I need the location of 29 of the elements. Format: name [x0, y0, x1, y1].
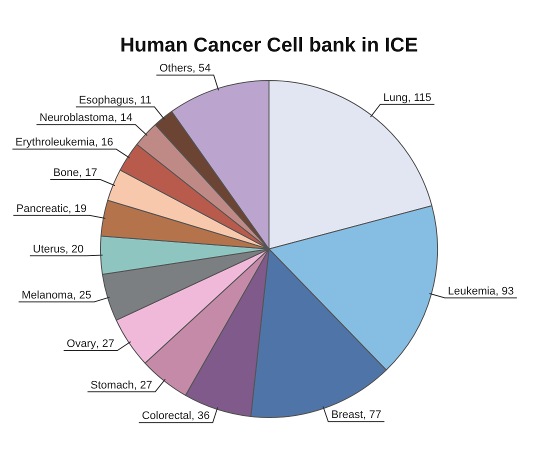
data-label: , 93: [496, 285, 514, 298]
slice-label: Ovary: [66, 338, 97, 350]
data-label: , 27: [134, 379, 152, 392]
slice-label: Erythroleukemia: [15, 136, 96, 149]
slice-label: Neuroblastoma: [39, 112, 115, 124]
slice-label: Pancreatic: [16, 202, 69, 215]
slice-label: Lung: [383, 92, 408, 104]
slice-label: Leukemia: [448, 285, 496, 298]
data-label: , 115: [408, 92, 432, 104]
slice-label: Others: [159, 62, 193, 75]
slice-label: Colorectal: [142, 410, 192, 422]
slice-label: Stomach: [90, 379, 134, 392]
data-label: , 25: [72, 289, 92, 302]
slice-label: Bone: [53, 167, 79, 180]
data-label: , 54: [192, 62, 211, 75]
data-label: , 14: [114, 112, 132, 124]
slice-label: Uterus: [32, 243, 66, 256]
data-label: , 77: [363, 409, 382, 422]
chart-title: Human Cancer Cell bank in ICE: [120, 34, 418, 57]
data-label: , 20: [65, 243, 84, 256]
data-label: , 19: [68, 202, 87, 215]
data-label: , 16: [94, 136, 114, 149]
data-label: , 11: [134, 94, 152, 106]
data-label: , 17: [78, 167, 98, 180]
slice-label: Breast: [331, 409, 364, 422]
data-label: , 27: [96, 338, 114, 350]
data-label: , 36: [191, 410, 210, 422]
slice-label: Melanoma: [22, 289, 74, 302]
slice-label: Esophagus: [78, 94, 134, 106]
